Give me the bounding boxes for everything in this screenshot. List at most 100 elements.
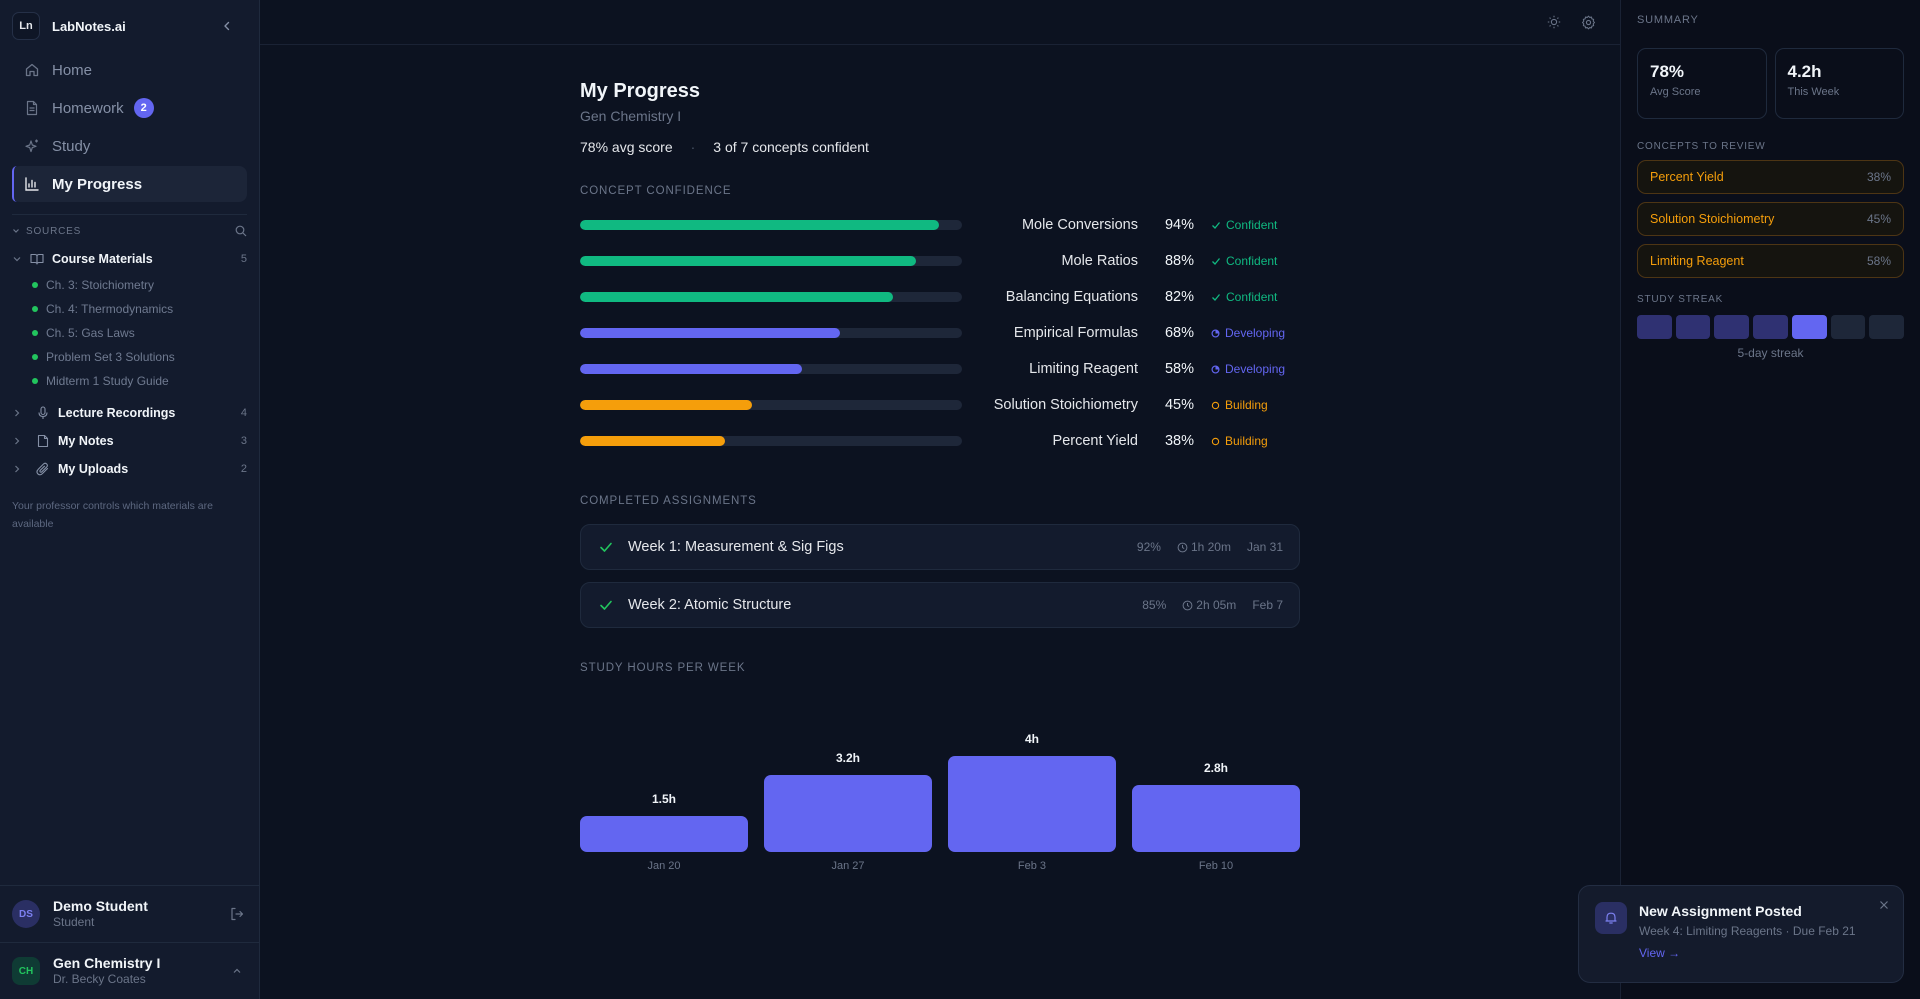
assignment-time-value: 1h 20m — [1190, 540, 1231, 554]
concept-row[interactable]: Limiting Reagent 58% Developing — [580, 351, 1300, 387]
bar-column: 4h Feb 3 — [948, 712, 1116, 872]
summary-label: SUMMARY — [1637, 14, 1699, 26]
nav-item-study[interactable]: Study — [12, 128, 247, 164]
bar[interactable] — [580, 816, 748, 852]
assignment-time-value: 2h 05m — [1196, 598, 1237, 612]
review-item[interactable]: Solution Stoichiometry 45% — [1637, 202, 1904, 236]
review-concept-name: Limiting Reagent — [1650, 254, 1744, 268]
assignment-row[interactable]: Week 2: Atomic Structure 85% 2h 05m Feb … — [580, 582, 1300, 628]
confidence-bar-track — [580, 400, 962, 410]
sources-tree: Course Materials 5 Ch. 3: Stoichiometry … — [0, 245, 259, 483]
microphone-icon — [38, 406, 48, 419]
page-title: My Progress — [580, 80, 701, 102]
confidence-bar-fill — [580, 256, 917, 266]
assignment-title: Week 1: Measurement & Sig Figs — [628, 539, 844, 555]
study-hours-chart: 1.5h Jan 20 3.2h Jan 27 4h Feb 3 2.8h Feb 10 — [580, 692, 1300, 872]
confidence-bar-fill — [580, 328, 840, 338]
user-avatar: DS — [12, 900, 40, 928]
review-item[interactable]: Percent Yield 38% — [1637, 160, 1904, 194]
toast-view-link[interactable]: View → — [1639, 946, 1681, 960]
confidence-bar-fill — [580, 436, 726, 446]
streak-day-cell — [1714, 315, 1750, 339]
search-icon[interactable] — [235, 225, 247, 237]
user-name: Demo Student — [53, 898, 148, 914]
nav-label: My Progress — [52, 175, 143, 193]
source-group-my-notes[interactable]: My Notes 3 — [0, 427, 259, 455]
source-item[interactable]: Problem Set 3 Solutions — [0, 345, 259, 369]
sidebar-footer: DS Demo Student Student CH Gen Chemistry… — [0, 885, 259, 999]
stat-value: 4.2h — [1787, 62, 1822, 81]
gear-icon — [1581, 15, 1595, 29]
review-concept-pct: 45% — [1866, 212, 1891, 226]
concept-row[interactable]: Mole Conversions 94% Confident — [580, 207, 1300, 243]
assignment-title: Week 2: Atomic Structure — [628, 597, 792, 613]
bar-category-label: Feb 10 — [1198, 860, 1234, 872]
source-item[interactable]: Ch. 5: Gas Laws — [0, 321, 259, 345]
sun-icon — [1547, 15, 1561, 29]
review-item[interactable]: Limiting Reagent 58% — [1637, 244, 1904, 278]
course-switcher[interactable]: CH Gen Chemistry I Dr. Becky Coates — [0, 942, 259, 999]
study-hours-section: STUDY HOURS PER WEEK 1.5h Jan 20 3.2h Jan 2… — [580, 662, 1300, 872]
nav-label: Home — [52, 61, 93, 79]
assignment-list: Week 1: Measurement & Sig Figs 92% 1h 20… — [580, 524, 1300, 628]
concept-row[interactable]: Solution Stoichiometry 45% Building — [580, 387, 1300, 423]
confidence-bar-fill — [580, 292, 894, 302]
concept-name: Solution Stoichiometry — [993, 397, 1138, 413]
bar-chart-icon — [25, 177, 39, 191]
user-profile[interactable]: DS Demo Student Student — [0, 885, 259, 942]
source-item[interactable]: Midterm 1 Study Guide — [0, 369, 259, 393]
nav-item-home[interactable]: Home — [12, 52, 247, 88]
nav-item-homework[interactable]: Homework 2 — [12, 90, 247, 126]
bar[interactable] — [948, 756, 1116, 852]
status-dot — [32, 354, 38, 360]
review-list: Percent Yield 38% Solution Stoichiometry… — [1637, 160, 1904, 278]
concept-row[interactable]: Empirical Formulas 68% Developing — [580, 315, 1300, 351]
course-menu-toggle[interactable] — [227, 961, 247, 981]
logout-icon — [231, 907, 244, 921]
assignment-row[interactable]: Week 1: Measurement & Sig Figs 92% 1h 20… — [580, 524, 1300, 570]
sources-header[interactable]: SOURCES — [0, 217, 259, 245]
stat-value: 78% — [1650, 62, 1685, 81]
concept-name: Percent Yield — [1052, 433, 1138, 449]
progress-stats: 78% avg score · 3 of 7 concepts confiden… — [580, 139, 1300, 155]
concept-status: Confident — [1211, 254, 1277, 268]
bar-category-label: Jan 27 — [831, 860, 865, 872]
status-dot — [32, 306, 38, 312]
concept-status: Developing — [1211, 326, 1285, 340]
assignment-meta: 92% 1h 20m Jan 31 — [1137, 540, 1283, 554]
streak-day-cell — [1637, 315, 1672, 339]
concept-status-label: Confident — [1226, 218, 1278, 232]
section-label: STUDY HOURS PER WEEK — [580, 662, 746, 674]
review-concept-name: Solution Stoichiometry — [1650, 212, 1775, 226]
bar[interactable] — [1132, 784, 1300, 852]
half-circle-icon — [1211, 364, 1220, 374]
source-item[interactable]: Ch. 3: Stoichiometry — [0, 273, 259, 297]
concept-row[interactable]: Mole Ratios 88% Confident — [580, 243, 1300, 279]
concept-pct: 94% — [1164, 217, 1194, 233]
circle-outline-icon — [1211, 437, 1220, 445]
bar-value-label: 3.2h — [835, 751, 860, 766]
nav-item-my-progress[interactable]: My Progress — [12, 166, 247, 202]
theme-toggle-button[interactable] — [1544, 12, 1564, 32]
settings-button[interactable] — [1578, 12, 1598, 32]
collapse-sidebar-button[interactable] — [217, 16, 237, 36]
check-icon — [1212, 258, 1221, 265]
toast-subtitle: Week 4: Limiting Reagents · Due Feb 21 — [1639, 924, 1856, 938]
bar[interactable] — [764, 775, 932, 852]
concept-row[interactable]: Percent Yield 38% Building — [580, 423, 1300, 459]
bar-value-label: 4h — [1024, 732, 1039, 746]
toast-close-button[interactable] — [1879, 900, 1889, 910]
source-group-my-uploads[interactable]: My Uploads 2 — [0, 455, 259, 483]
source-group-lecture-recordings[interactable]: Lecture Recordings 4 — [0, 399, 259, 427]
concept-status-label: Building — [1225, 434, 1268, 448]
source-group-count: 3 — [240, 435, 247, 447]
sparkles-icon — [25, 139, 38, 153]
source-group-course-materials[interactable]: Course Materials 5 — [0, 245, 259, 273]
source-item[interactable]: Ch. 4: Thermodynamics — [0, 297, 259, 321]
toast-icon-wrap — [1595, 902, 1627, 934]
bar-value-label: 2.8h — [1203, 760, 1228, 775]
source-group-name: My Notes — [58, 434, 114, 448]
stat-label: Avg Score — [1650, 86, 1701, 98]
logout-button[interactable] — [227, 904, 247, 924]
concept-row[interactable]: Balancing Equations 82% Confident — [580, 279, 1300, 315]
